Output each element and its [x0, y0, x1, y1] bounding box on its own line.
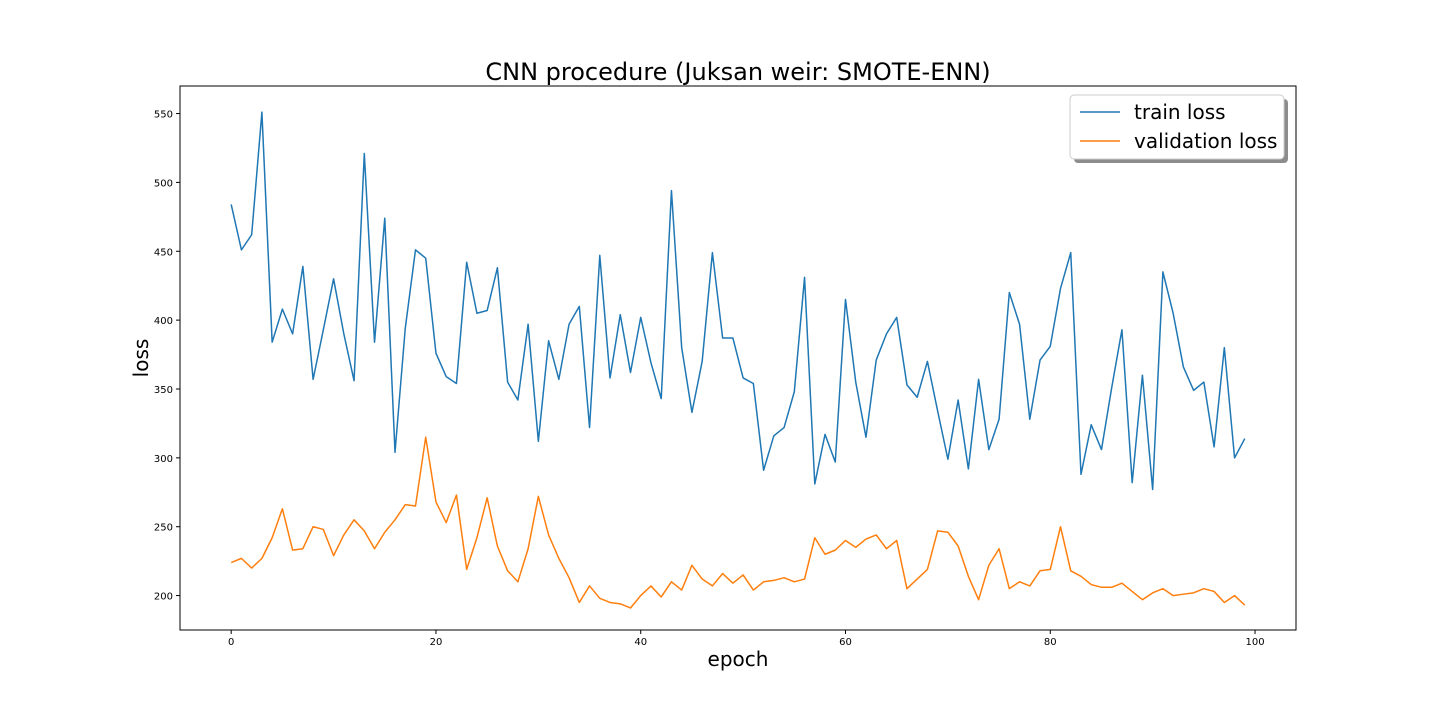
legend-box [1069, 94, 1285, 160]
y-axis-title: loss [129, 339, 153, 378]
y-tick-label: 350 [154, 385, 173, 396]
x-axis-title: epoch [708, 647, 769, 671]
y-tick-label: 200 [154, 592, 173, 603]
y-tick-label: 500 [154, 178, 173, 189]
x-tick-label: 40 [634, 637, 647, 648]
x-axis: 0 20 40 60 80 100 [228, 630, 1265, 648]
series-line-train-loss [230, 111, 1246, 491]
y-axis: 200 250 300 350 400 450 500 550 [154, 110, 180, 603]
y-tick-label: 300 [154, 454, 173, 465]
chart-title: CNN procedure (Juksan weir: SMOTE-ENN) [485, 58, 990, 86]
x-tick-label: 0 [228, 637, 234, 648]
x-tick-label: 20 [430, 637, 443, 648]
legend-label-validation-loss: validation loss [1134, 129, 1277, 153]
x-tick-label: 60 [839, 637, 852, 648]
series-line-validation-loss [230, 436, 1246, 609]
series-layer [230, 111, 1246, 609]
legend-label-train-loss: train loss [1134, 100, 1226, 124]
y-tick-label: 400 [154, 316, 173, 327]
x-tick-label: 100 [1245, 637, 1264, 648]
legend: train loss validation loss [1069, 94, 1288, 163]
y-tick-label: 450 [154, 247, 173, 258]
y-tick-label: 550 [154, 110, 173, 121]
x-tick-label: 80 [1044, 637, 1057, 648]
y-tick-label: 250 [154, 523, 173, 534]
